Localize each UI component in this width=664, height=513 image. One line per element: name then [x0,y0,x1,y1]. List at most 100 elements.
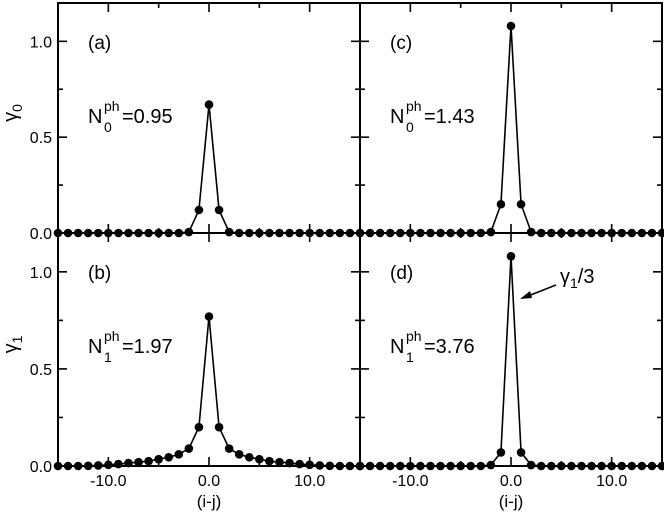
data-point [234,450,244,459]
panel-c: (c) N ph 0 =1.43 [355,2,664,238]
data-point [174,450,184,459]
y-tick-label: 1.0 [30,34,52,51]
annotation-sup: ph [406,328,422,344]
data-point [406,461,415,471]
data-point [416,461,425,471]
data-point [587,461,596,471]
data-point [214,422,224,432]
data-point [124,458,133,468]
annotation-sup: ph [406,98,422,114]
panel-b: 0.00.51.0-10.0 0.0 10.0(i-j)γ1(b)N ph1 =1.97 [0,232,365,511]
y-axis-label: γ0 [0,104,25,122]
data-point [315,461,325,470]
data-point [154,454,163,464]
panel-label: (b) [88,263,111,284]
data-point [93,461,103,470]
x-tick-label: 10.0 [596,473,627,490]
data-point [395,461,405,471]
data-point [194,422,204,432]
data-point [285,458,294,468]
data-point [536,461,546,471]
data-point [365,461,375,471]
data-point [244,452,254,462]
panel-a: 0.00.51.0γ0(a)N ph0 =0.95 [0,2,365,243]
data-point [466,461,476,471]
data-point [325,461,335,471]
panel-label: (a) [88,33,111,54]
annotation-base: N [88,106,102,128]
y-tick-label: 0.5 [30,362,52,379]
y-axis-label: γ1 [0,335,25,353]
x-tick-label: 10.0 [294,473,325,490]
data-point [53,461,63,471]
arrow-label-rest: /3 [578,266,595,288]
arrow-label: γ1/3 [560,266,594,291]
data-point [476,461,486,471]
x-axis-label: (i-j) [197,492,222,511]
data-point [144,456,153,466]
data-point [83,461,93,471]
data-point [104,460,113,470]
data-point [275,457,284,467]
x-tick-label: 0.0 [500,473,522,490]
y-axis-label-base: γ [0,343,22,353]
data-point [607,461,616,471]
data-point [164,452,174,462]
data-point [134,457,143,467]
arrow-label-base: γ [560,266,570,288]
data-point [204,312,214,321]
data-point [577,461,586,471]
data-point [516,448,526,457]
y-tick-label: 0.5 [30,130,52,147]
data-point [496,448,506,457]
annotation-sup: ph [104,98,120,114]
data-point [345,461,355,471]
annotation-value: =0.95 [122,106,173,128]
annotation-value: =3.76 [424,336,475,358]
annotation-sub: 1 [104,349,112,365]
panel-label: (d) [390,263,413,284]
y-axis-label-sub: 1 [9,335,25,343]
data-point [446,461,455,471]
data-point [597,461,606,471]
x-tick-label: -10.0 [392,473,429,490]
data-point [385,461,395,471]
data-point [557,461,566,471]
data-point [224,444,234,453]
data-point [436,461,445,471]
data-point [375,461,385,471]
data-point [546,461,556,471]
annotation-base: N [390,336,404,358]
arrow-label-sub: 1 [570,275,578,291]
data-point [73,461,83,471]
annotation-sub: 0 [104,119,112,135]
x-tick-label: -10.0 [90,473,127,490]
y-tick-label: 0.0 [30,459,52,476]
data-point [496,199,506,209]
arrow-line [527,284,557,297]
data-point [255,454,264,464]
y-axis-label-base: γ [0,112,22,122]
data-point [305,460,314,470]
arrow-head [520,291,532,300]
data-point [194,205,204,215]
annotation-base: N [390,106,404,128]
data-point [335,461,345,471]
data-point [63,461,73,471]
data-point [265,456,274,466]
data-point [526,460,536,470]
data-point [647,461,657,471]
annotation-value: =1.43 [424,106,475,128]
x-tick-label: 0.0 [198,473,220,490]
y-tick-label: 1.0 [30,265,52,282]
data-point [506,251,516,261]
panel-label: (c) [390,33,412,54]
data-point [506,21,516,31]
data-point [637,461,647,471]
data-point [567,461,576,471]
annotation-sub: 0 [406,119,414,135]
data-point [426,461,435,471]
data-point [355,461,365,471]
